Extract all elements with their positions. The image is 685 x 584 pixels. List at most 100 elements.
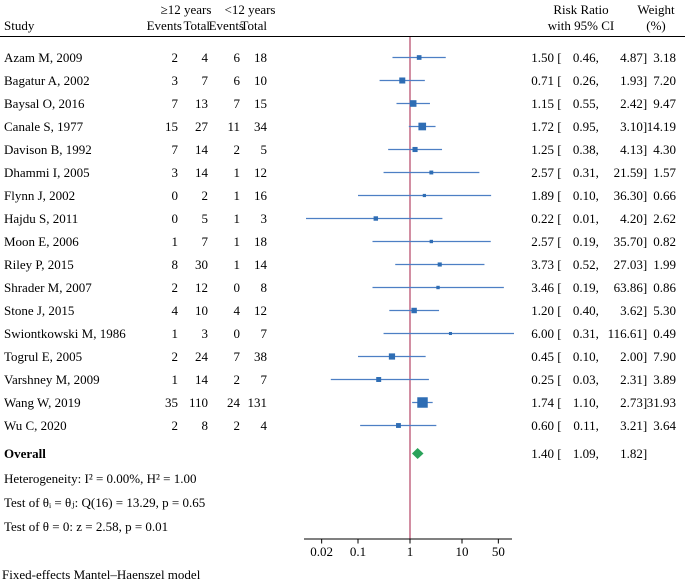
weight-value: 5.30 — [653, 303, 676, 318]
rr-value: 0.22 — [531, 211, 554, 226]
study-label: Bagatur A, 2002 — [4, 73, 90, 88]
effect-square — [376, 377, 382, 382]
rr-value: 2.57 — [531, 165, 554, 180]
study-row: Swiontkowski M, 1986 1 3 0 7 6.00 [0.31, 116.6… — [0, 322, 685, 345]
weight-value: 9.47 — [653, 96, 676, 111]
study-label: Moon E, 2006 — [4, 234, 79, 249]
effect-square — [417, 397, 428, 408]
total-lt12: 7 — [260, 326, 268, 341]
overall-label: Overall — [4, 446, 46, 461]
total-lt12: 15 — [254, 96, 267, 111]
ci-upper: 3.10 — [620, 119, 643, 134]
ci-upper: 35.70 — [613, 234, 643, 249]
rr-value: 6.00 — [531, 326, 554, 341]
events-ge12: 2 — [171, 418, 179, 433]
events-lt12: 7 — [233, 96, 241, 111]
ci-upper: 2.42 — [620, 96, 643, 111]
ci-upper: 1.93 — [620, 73, 643, 88]
ci-lower: 0.31 — [572, 165, 596, 180]
ci-lower: 0.95 — [572, 119, 596, 134]
weight-value: 3.64 — [653, 418, 676, 433]
total-ge12: 27 — [195, 119, 208, 134]
col-group-lt12-years: <12 years — [224, 2, 276, 17]
study-row: Bagatur A, 2002 3 7 6 10 0.71 [0.26, 1.93] 7.20 — [0, 69, 685, 92]
study-row: Baysal O, 2016 7 13 7 15 1.15 [0.55, 2.42] 9.47 — [0, 92, 685, 115]
risk-ratio-ci: 0.71 [0.26, 1.93] — [524, 69, 647, 92]
events-ge12: 0 — [171, 211, 179, 226]
rr-value: 1.72 — [531, 119, 554, 134]
study-row: Dhammi I, 2005 3 14 1 12 2.57 [0.31, 21.59] 1.5… — [0, 161, 685, 184]
rr-value: 1.40 — [531, 446, 554, 461]
weight-value: 3.89 — [653, 372, 676, 387]
weight-value: 1.57 — [653, 165, 676, 180]
ci-lower: 0.03 — [572, 372, 596, 387]
effect-square — [411, 307, 417, 314]
ci-lower: 0.55 — [572, 96, 596, 111]
weight-value: 0.82 — [653, 234, 676, 249]
study-row: Wang W, 2019 35 110 24 131 1.74 [1.10, 2.73] 31… — [0, 391, 685, 414]
rr-value: 0.25 — [531, 372, 554, 387]
risk-ratio-ci: 6.00 [0.31, 116.61] — [524, 322, 647, 345]
effect-square — [418, 122, 427, 131]
total-lt12: 14 — [254, 257, 267, 272]
overall-risk-ratio-ci: 1.40 [1.09, 1.82] — [524, 442, 647, 465]
effect-square — [437, 262, 442, 267]
total-lt12: 12 — [254, 165, 267, 180]
study-label: Canale S, 1977 — [4, 119, 84, 134]
effect-square — [429, 170, 434, 175]
study-label: Flynn J, 2002 — [4, 188, 76, 203]
events-ge12: 4 — [171, 303, 179, 318]
total-lt12: 16 — [254, 188, 267, 203]
ci-upper: 2.00 — [620, 349, 643, 364]
risk-ratio-ci: 2.57 [0.31, 21.59] — [524, 161, 647, 184]
ci-upper: 3.21 — [620, 418, 643, 433]
events-ge12: 2 — [171, 349, 179, 364]
x-tick-label: 50 — [492, 544, 505, 559]
events-lt12: 0 — [233, 280, 241, 295]
col-header-events-ge12: Events — [146, 18, 182, 33]
events-ge12: 0 — [171, 188, 179, 203]
ci-upper: 4.20 — [620, 211, 643, 226]
study-row: Togrul E, 2005 2 24 7 38 0.45 [0.10, 2.00] 7.90 — [0, 345, 685, 368]
weight-value: 4.30 — [653, 142, 676, 157]
events-lt12: 2 — [233, 142, 241, 157]
events-ge12: 15 — [165, 119, 178, 134]
effect-square — [416, 55, 422, 60]
risk-ratio-ci: 1.72 [0.95, 3.10] — [524, 115, 647, 138]
rr-value: 1.25 — [531, 142, 554, 157]
ci-upper: 3.62 — [620, 303, 643, 318]
rr-value: 3.46 — [531, 280, 554, 295]
ci-lower: 0.52 — [572, 257, 596, 272]
total-ge12: 7 — [201, 234, 209, 249]
events-ge12: 8 — [171, 257, 179, 272]
overall-row: Overall 1.40 [1.09, 1.82] — [0, 442, 685, 465]
weight-value: 3.18 — [653, 50, 676, 65]
effect-square — [396, 423, 401, 428]
events-ge12: 2 — [171, 280, 179, 295]
events-lt12: 11 — [227, 119, 240, 134]
risk-ratio-ci: 1.74 [1.10, 2.73] — [524, 391, 647, 414]
events-ge12: 1 — [171, 326, 179, 341]
weight-value: 31.93 — [646, 395, 676, 410]
ci-lower: 0.26 — [572, 73, 596, 88]
study-label: Azam M, 2009 — [4, 50, 83, 65]
rr-value: 0.45 — [531, 349, 554, 364]
model-note: Fixed-effects Mantel–Haenszel model — [2, 567, 201, 582]
effect-square — [429, 239, 433, 244]
risk-ratio-ci: 0.45 [0.10, 2.00] — [524, 345, 647, 368]
events-ge12: 35 — [165, 395, 178, 410]
total-ge12: 14 — [195, 165, 208, 180]
ci-lower: 0.38 — [572, 142, 596, 157]
study-label: Varshney M, 2009 — [4, 372, 100, 387]
header-divider — [0, 36, 685, 37]
x-tick-label: 1 — [407, 544, 414, 559]
q-test-line: Test of θᵢ = θⱼ: Q(16) = 13.29, p = 0.65 — [4, 495, 206, 510]
ci-upper: 21.59 — [613, 165, 643, 180]
events-lt12: 6 — [233, 50, 241, 65]
study-row: Davison B, 1992 7 14 2 5 1.25 [0.38, 4.13] 4.30 — [0, 138, 685, 161]
col-header-study: Study — [4, 18, 35, 33]
effect-square — [448, 331, 452, 336]
risk-ratio-ci: 0.25 [0.03, 2.31] — [524, 368, 647, 391]
events-ge12: 7 — [171, 142, 179, 157]
